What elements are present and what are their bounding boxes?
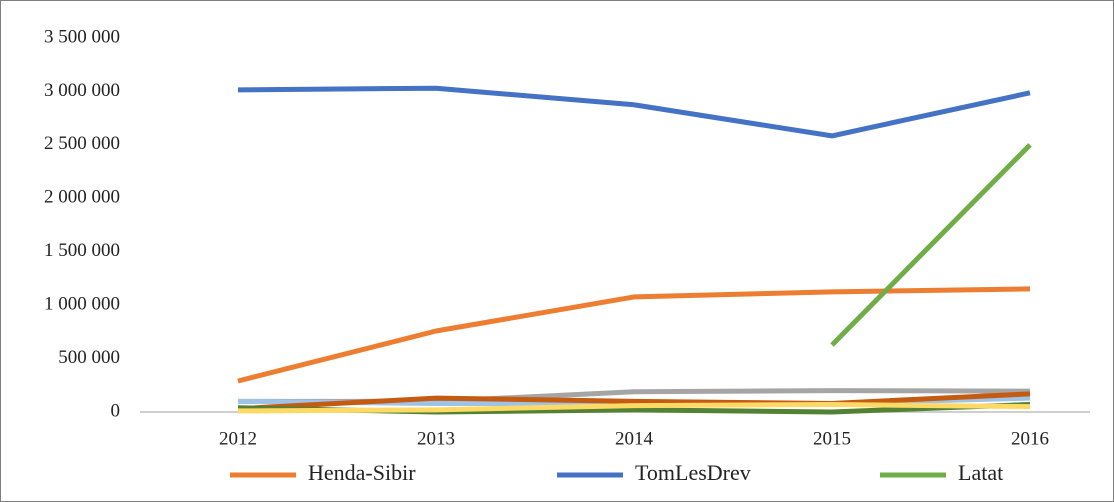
y-tick-label: 1 500 000 <box>44 240 120 261</box>
series-line <box>830 143 1032 347</box>
y-tick-label: 3 500 000 <box>44 26 120 47</box>
legend-label: Henda-Sibir <box>308 460 416 485</box>
legend-label: TomLesDrev <box>635 460 751 485</box>
x-tick-label: 2015 <box>813 428 851 449</box>
y-tick-label: 3 000 000 <box>44 80 120 101</box>
y-tick-label: 500 000 <box>58 347 120 368</box>
x-tick-label: 2016 <box>1011 428 1049 449</box>
y-tick-label: 1 000 000 <box>44 294 120 315</box>
series-line <box>237 391 1031 412</box>
x-tick-label: 2013 <box>417 428 455 449</box>
series-line <box>237 286 1031 384</box>
legend-label: Latat <box>958 460 1003 485</box>
x-tick-label: 2012 <box>219 428 257 449</box>
x-tick-label: 2014 <box>615 428 654 449</box>
series-line <box>237 85 1031 139</box>
y-tick-label: 0 <box>111 400 121 421</box>
y-tick-label: 2 500 000 <box>44 133 120 154</box>
series-line <box>237 402 1031 414</box>
y-tick-label: 2 000 000 <box>44 187 120 208</box>
